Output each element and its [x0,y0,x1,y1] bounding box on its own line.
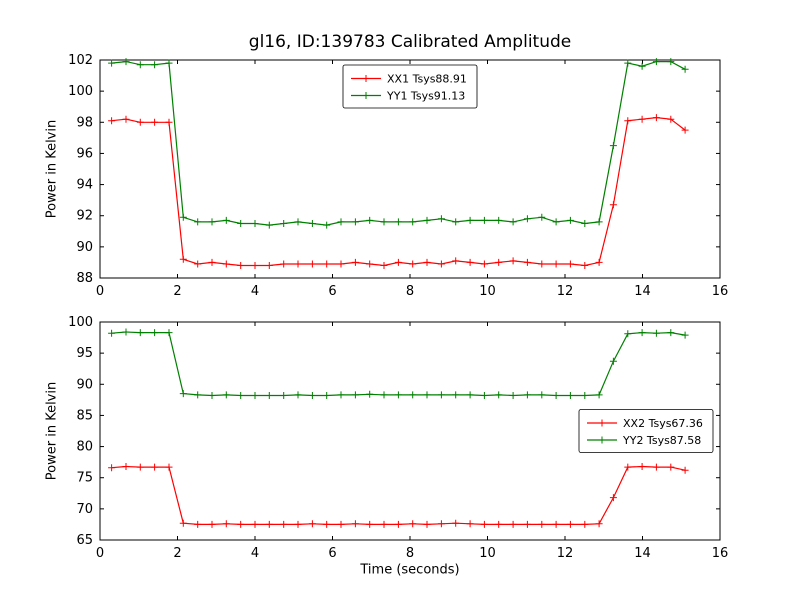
x-tick-label: 0 [96,546,104,561]
series-markers [108,328,689,399]
x-tick-label: 2 [173,284,181,299]
series-markers [108,114,689,269]
y-tick-label: 90 [76,377,93,392]
legend: XX2 Tsys67.36 YY2 Tsys87.58 [578,409,714,453]
y-tick-label: 98 [76,115,93,130]
series-line [111,331,686,397]
series-markers [108,463,689,528]
axes: 0 2 4 6 8 10 12 14 16 65 70 75 80 85 90 95 100 XX2 Tsys67… [68,315,728,561]
x-tick-label: 14 [634,546,651,561]
series-line [111,116,686,267]
y-tick-label: 80 [76,440,93,455]
y-tick-label: 88 [76,271,93,286]
series-markers [108,58,689,229]
y-tick-label: 70 [76,502,93,517]
y-tick-label: 100 [68,315,93,330]
y-tick-label: 100 [68,84,93,99]
legend-box [342,64,478,109]
x-tick-label: 10 [479,546,496,561]
x-tick-label: 14 [634,284,651,299]
legend-entry-label: YY1 Tsys91.13 [386,90,465,103]
y-tick-label: 90 [76,240,93,255]
y-tick-label: 92 [76,209,93,224]
y-tick-label: 75 [76,471,93,486]
y-tick-label: 65 [76,533,93,548]
legend: XX1 Tsys88.91 YY1 Tsys91.13 [342,64,478,109]
y-tick-label: 102 [68,53,93,68]
x-axis-label: Time (seconds) [360,562,460,578]
axes: 0 2 4 6 8 10 12 14 16 88 90 92 94 96 98 100 102 XX1 Tsys8… [68,53,728,299]
legend-entry-label: XX1 Tsys88.91 [387,73,467,86]
y-tick-label: 94 [76,178,93,193]
legend-entry-label: XX2 Tsys67.36 [623,417,703,430]
x-tick-label: 2 [173,546,181,561]
legend-sample-marker [362,92,370,99]
x-tick-label: 0 [96,284,104,299]
x-tick-label: 16 [712,546,729,561]
legend-box [578,409,714,453]
x-tick-label: 16 [712,284,729,299]
x-tick-label: 4 [251,284,259,299]
x-tick-label: 12 [557,284,574,299]
legend-sample-marker [598,419,606,427]
x-tick-label: 10 [479,284,496,299]
x-tick-label: 6 [328,546,336,561]
y-tick-label: 96 [76,146,93,161]
x-tick-label: 6 [328,284,336,299]
figure-title: gl16, ID:139783 Calibrated Amplitude [248,32,572,52]
legend-sample-marker [598,436,606,444]
y-tick-label: 95 [76,346,93,361]
legend-sample-marker [362,75,370,82]
x-tick-label: 8 [406,546,414,561]
x-tick-label: 8 [406,284,414,299]
x-tick-label: 12 [557,546,574,561]
x-tick-label: 4 [251,546,259,561]
series-line [111,465,686,526]
y-tick-label: 85 [76,408,93,423]
legend-entry-label: YY2 Tsys87.58 [622,434,701,447]
